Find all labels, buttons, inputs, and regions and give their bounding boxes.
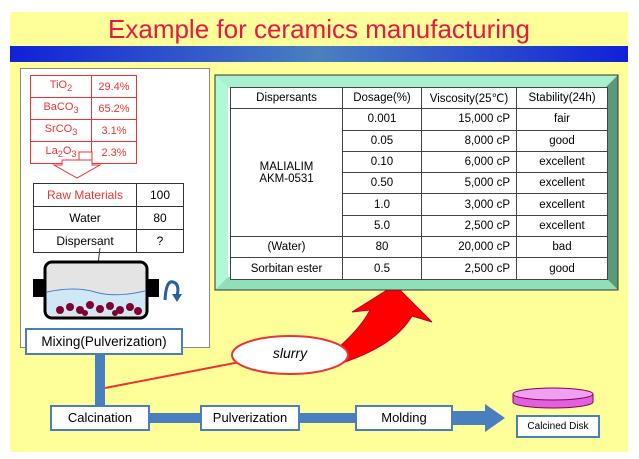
table-row: (Water) 80 20,000 cP bad <box>230 236 608 259</box>
calcined-disk-label: Calcined Disk <box>516 415 600 438</box>
table-cell: excellent <box>516 172 608 195</box>
table-cell: 0.05 <box>342 129 422 152</box>
table-row: BaCO3 65.2% <box>30 97 137 120</box>
table-cell: 29.4% <box>91 75 137 98</box>
slurry-ellipse <box>231 335 349 375</box>
table-cell: excellent <box>516 150 608 174</box>
table-cell: bad <box>516 236 608 259</box>
table-cell: 20,000 cP <box>421 236 517 259</box>
mixing-step: Mixing(Pulverization) <box>25 328 183 355</box>
table-cell: Stability(24h) <box>516 86 608 110</box>
table-row: La2O3 2.3% <box>30 141 137 164</box>
table-cell: excellent <box>516 214 608 238</box>
flow-stem <box>95 354 105 408</box>
ball-mill-icon <box>33 260 159 320</box>
table-cell: Dosage(%) <box>342 86 422 110</box>
recipe-table: Raw Materials 100 Water 80 Dispersant? <box>33 183 184 253</box>
down-arrow-icon <box>52 151 102 179</box>
table-row: Dispersant? <box>33 229 184 253</box>
table-cell: Dispersants <box>230 86 343 110</box>
composition-table: TiO2 29.4% BaCO3 65.2% SrCO3 3.1% La2O3 2.3% <box>30 75 137 164</box>
table-cell: good <box>516 257 608 280</box>
table-cell: 3,000 cP <box>421 193 517 216</box>
pulverization-step: Pulverization <box>200 405 300 431</box>
dispersant-name: MALIALIM AKM-0531 <box>230 108 343 238</box>
table-cell: 100 <box>136 183 184 207</box>
table-cell: Dispersant <box>33 229 137 253</box>
table-row: Raw Materials 100 <box>33 183 184 207</box>
table-header-row: Dispersants Dosage(%) Viscosity(25℃) Sta… <box>230 86 608 110</box>
table-cell: 0.001 <box>342 108 422 131</box>
table-cell: 2.3% <box>91 141 137 164</box>
calcination-step: Calcination <box>50 405 150 431</box>
table-cell: 65.2% <box>91 97 137 120</box>
table-cell: 2,500 cP <box>421 257 517 280</box>
slurry-label: slurry <box>272 345 308 361</box>
table-row: 0.05 8,000 cP good <box>231 129 608 152</box>
table-cell: 6,000 cP <box>421 150 517 174</box>
table-cell: 5.0 <box>342 214 422 238</box>
table-cell: La2O3 <box>30 141 92 164</box>
table-cell: Viscosity(25℃) <box>421 86 517 110</box>
table-cell: 2,500 cP <box>421 214 517 238</box>
title-bar <box>10 46 628 62</box>
slurry-line <box>104 361 241 389</box>
table-row: SrCO3 3.1% <box>30 119 137 142</box>
table-cell: 3.1% <box>91 119 137 142</box>
table-cell: 8,000 cP <box>421 129 517 152</box>
table-cell: (Water) <box>230 236 343 259</box>
table-row: Sorbitan ester 0.5 2,500 cP good <box>230 257 608 280</box>
table-cell: excellent <box>516 193 608 216</box>
flow-line <box>150 413 450 423</box>
flow-arrow <box>450 404 505 432</box>
table-cell: ? <box>136 229 184 253</box>
molding-step: Molding <box>355 405 453 431</box>
table-cell: 5,000 cP <box>421 172 517 195</box>
table-cell: Sorbitan ester <box>230 257 343 280</box>
table-cell: good <box>516 129 608 152</box>
slurry-arrow <box>329 284 433 363</box>
table-cell: 80 <box>342 236 422 259</box>
table-cell: BaCO3 <box>30 97 92 120</box>
table-cell: 0.10 <box>342 150 422 174</box>
calcined-disk-icon <box>512 387 594 409</box>
table-cell: 0.50 <box>342 172 422 195</box>
rotate-arrow-icon <box>163 280 180 301</box>
page-title: Example for ceramics manufacturing <box>108 14 530 44</box>
table-cell: 0.5 <box>342 257 422 280</box>
table-cell: fair <box>516 108 608 131</box>
results-table: Dispersants Dosage(%) Viscosity(25℃) Sta… <box>230 86 608 280</box>
table-row: 0.50 5,000 cP excellent <box>231 172 608 195</box>
table-cell: 15,000 cP <box>421 108 517 131</box>
table-row: MALIALIM AKM-0531 0.001 15,000 cP fair <box>230 108 608 238</box>
table-cell: 1.0 <box>342 193 422 216</box>
